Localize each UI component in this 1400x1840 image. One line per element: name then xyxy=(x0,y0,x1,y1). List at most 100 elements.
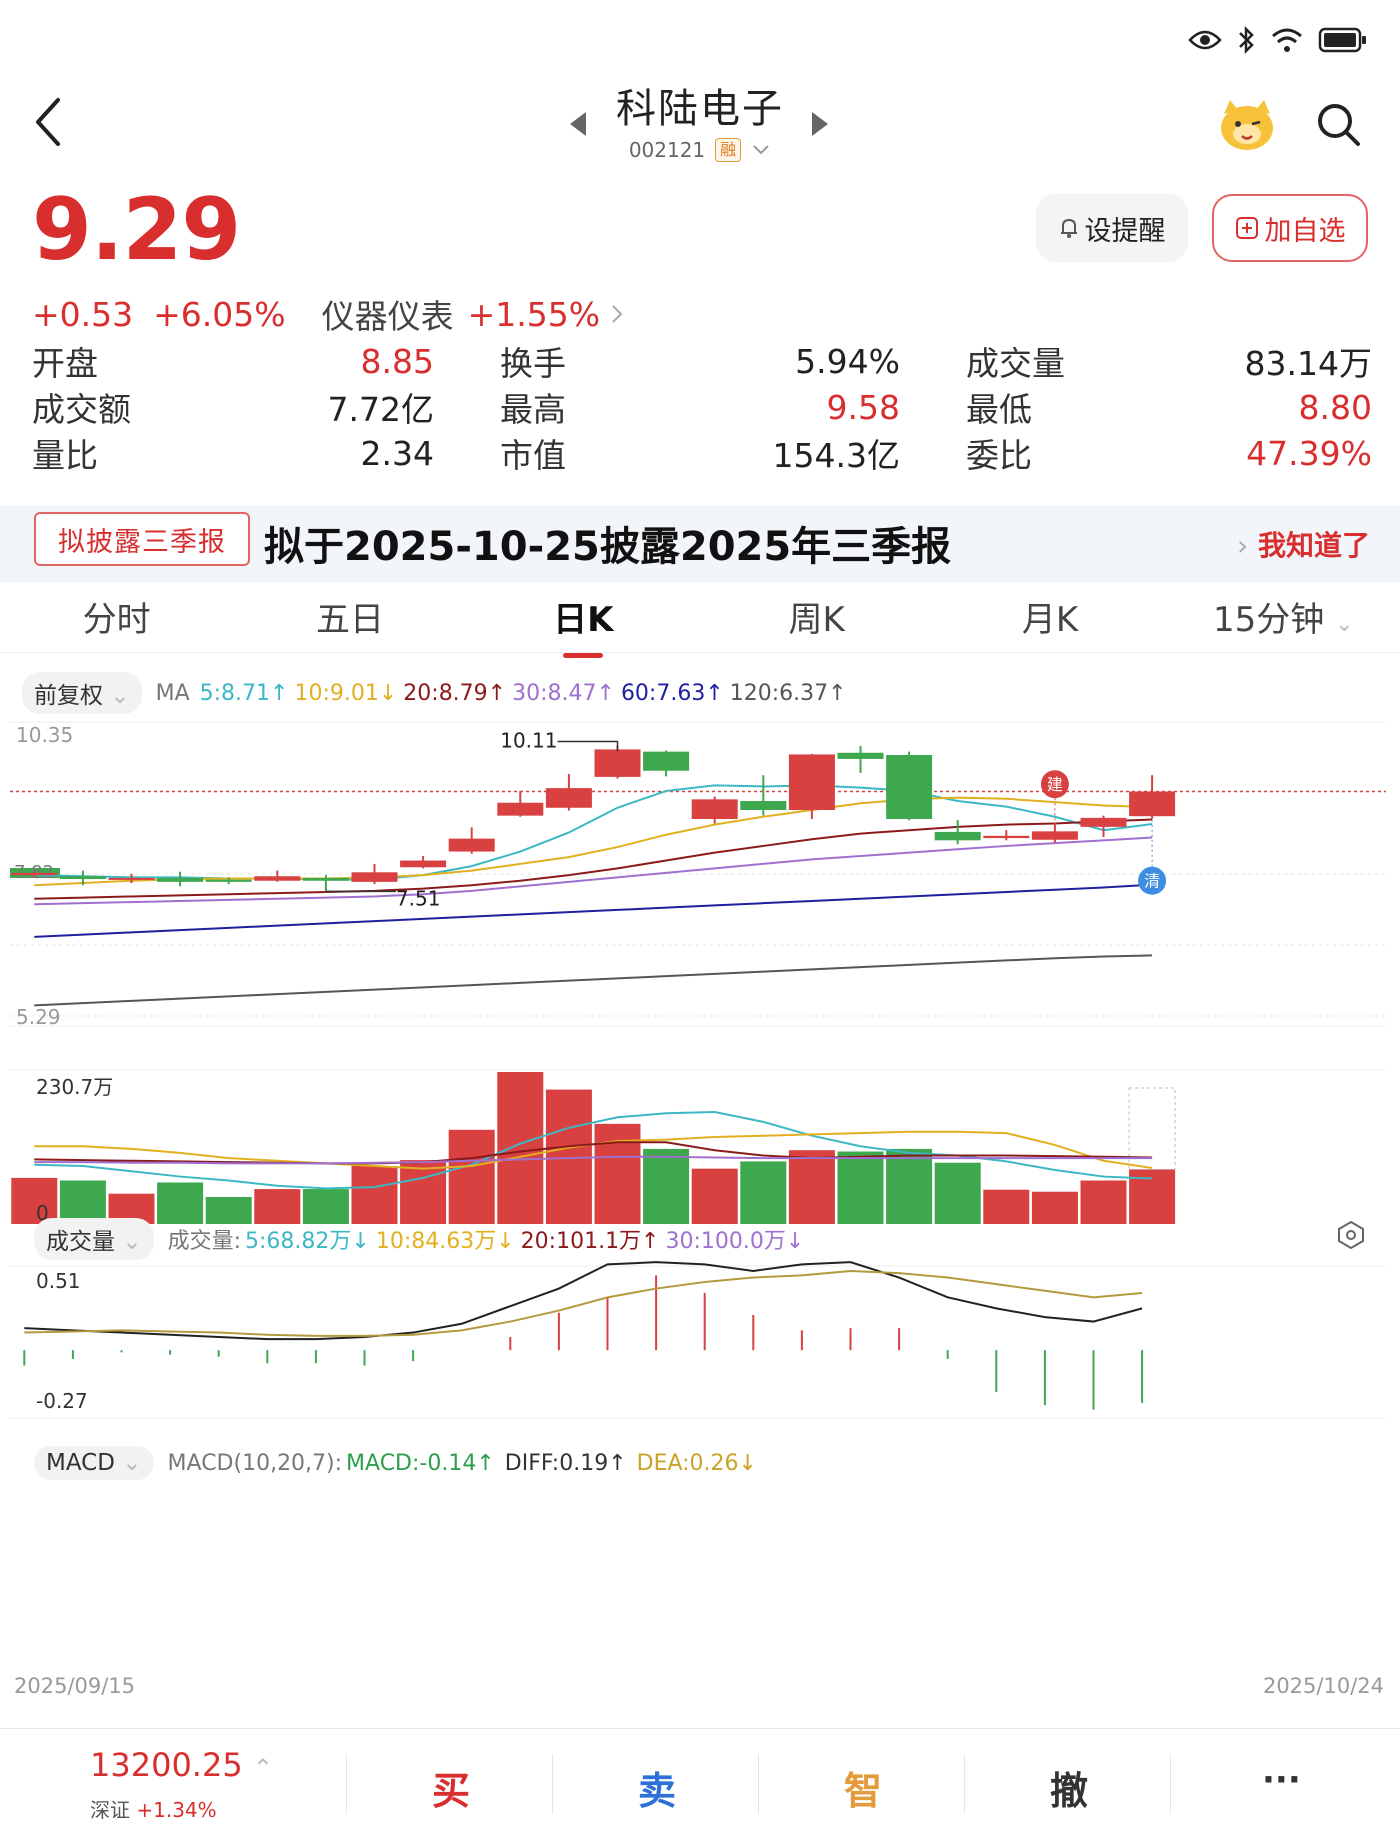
macd-selector-label: MACD xyxy=(46,1450,115,1476)
tab-daily-k[interactable]: 日K xyxy=(467,590,700,658)
set-alert-button[interactable]: 设提醒 xyxy=(1036,194,1188,262)
quote-value: 154.3亿 xyxy=(772,436,900,475)
chevron-down-icon: ⌄ xyxy=(110,683,130,709)
candle-body xyxy=(11,872,58,876)
wifi-icon xyxy=(1272,28,1302,52)
volume-legend-item-2: 20:101.1万↑ xyxy=(520,1229,660,1254)
volume-bar xyxy=(740,1161,787,1224)
smart-button[interactable]: 智 xyxy=(844,1769,883,1813)
quote-value: 8.80 xyxy=(1298,387,1372,427)
current-price: 9.29 xyxy=(32,180,241,280)
y-axis-top-label: 10.35 xyxy=(16,723,73,747)
adjust-selector[interactable]: 前复权 ⌄ xyxy=(22,672,142,714)
tab-monthly-k[interactable]: 月K xyxy=(1021,600,1079,640)
volume-bar xyxy=(983,1189,1030,1224)
volume-legend-item-1: 10:84.63万↓ xyxy=(375,1229,515,1254)
margin-badge: 融 xyxy=(715,138,742,162)
chevron-right-icon: › xyxy=(1237,529,1249,562)
ma-legend-item-4: 60:7.63↑ xyxy=(620,680,724,706)
candle-body xyxy=(740,801,787,811)
quote-row: 开盘 8.85 换手 5.94% 成交量 83.14万 xyxy=(32,338,1372,384)
chevron-down-icon[interactable] xyxy=(751,143,771,157)
tab-five-day[interactable]: 五日 xyxy=(315,600,384,640)
candle-body xyxy=(302,877,349,881)
volume-ma-ma5 xyxy=(34,1110,1153,1190)
volume-bar xyxy=(11,1177,58,1224)
notice-text[interactable]: 拟于2025-10-25披露2025年三季报 xyxy=(264,524,952,570)
price-change: +0.53 xyxy=(32,294,134,334)
prev-stock-icon[interactable] xyxy=(570,112,586,136)
volume-bar xyxy=(59,1180,106,1224)
volume-bar xyxy=(302,1189,349,1224)
quote-value: 7.72亿 xyxy=(327,390,434,429)
index-name: 深证 xyxy=(90,1798,130,1822)
quote-row: 量比 2.34 市值 154.3亿 委比 47.39% xyxy=(32,430,1372,476)
chevron-down-icon: ⌄ xyxy=(122,1450,142,1476)
volume-bar xyxy=(448,1129,495,1224)
add-watchlist-label: 加自选 xyxy=(1264,215,1346,247)
ma-legend-item-1: 10:9.01↓ xyxy=(294,680,398,706)
plus-square-icon xyxy=(1235,217,1258,239)
sector-name[interactable]: 仪器仪表 xyxy=(321,297,454,336)
quote-cell-volume: 成交量 83.14万 xyxy=(900,337,1372,385)
add-watchlist-button[interactable]: 加自选 xyxy=(1212,194,1368,262)
ma-line-ma60 xyxy=(34,883,1153,938)
chevron-right-icon[interactable] xyxy=(610,303,624,325)
divider xyxy=(346,1754,347,1814)
cancel-order-button[interactable]: 撤 xyxy=(1050,1769,1089,1813)
bottom-bar xyxy=(0,1728,1400,1840)
candle-body xyxy=(59,876,106,880)
candle-body xyxy=(108,877,155,880)
quote-label: 最低 xyxy=(966,390,1032,429)
divider xyxy=(758,1754,759,1814)
quote-label: 量比 xyxy=(32,436,98,475)
quote-cell-low: 最低 8.80 xyxy=(900,383,1372,431)
ma-line-ma5 xyxy=(34,784,1153,881)
candle-body xyxy=(448,838,495,852)
status-bar xyxy=(1188,18,1368,62)
candle-body xyxy=(254,876,301,881)
candle-body xyxy=(837,752,884,759)
volume-bar xyxy=(157,1182,204,1224)
volume-selector[interactable]: 成交量 ⌄ xyxy=(34,1218,154,1260)
tab-weekly-k[interactable]: 周K xyxy=(788,600,845,640)
tab-15min[interactable]: 15分钟 ⌄ xyxy=(1167,590,1400,650)
macd-layer: 0.51 -0.27 xyxy=(10,1261,1386,1419)
sector-change[interactable]: +1.55% xyxy=(467,294,601,334)
adjust-label: 前复权 xyxy=(34,683,103,709)
kline-legend: 前复权 ⌄ MA 5:8.71↑ 10:9.01↓ 20:8.79↑ 30:8.47↑… xyxy=(22,672,847,714)
macd-legend: MACD ⌄ MACD(10,20,7): MACD:-0.14↑ DIFF:0.… xyxy=(34,1446,757,1480)
macd-selector[interactable]: MACD ⌄ xyxy=(34,1446,154,1480)
volume-bar xyxy=(837,1151,884,1224)
volume-forecast-box xyxy=(1128,1087,1176,1170)
buy-button[interactable]: 买 xyxy=(432,1769,471,1813)
tab-intraday[interactable]: 分时 xyxy=(82,600,151,640)
macd-diff-line xyxy=(24,1261,1143,1341)
macd-legend-items: MACD:-0.14↑ DIFF:0.19↑ DEA:0.26↓ xyxy=(346,1451,757,1476)
index-value-text: 13200.25 xyxy=(90,1746,243,1784)
sell-button[interactable]: 卖 xyxy=(638,1769,677,1813)
candle-body xyxy=(934,831,981,841)
candle-body xyxy=(788,754,835,811)
tabs-divider xyxy=(0,652,1400,653)
search-icon[interactable] xyxy=(1314,100,1362,148)
dismiss-notice-button[interactable]: › 我知道了 xyxy=(1237,524,1370,564)
settings-hex-icon[interactable] xyxy=(1336,1220,1366,1250)
period-tabs: 分时 五日 日K 周K 月K 15分钟 ⌄ xyxy=(0,590,1400,658)
quote-label: 开盘 xyxy=(32,344,98,383)
volume-ma-ma30 xyxy=(34,1155,1153,1165)
chevron-down-icon: ⌄ xyxy=(1335,612,1354,637)
back-icon[interactable] xyxy=(28,92,72,152)
more-button[interactable]: ··· xyxy=(1262,1760,1301,1800)
index-value[interactable]: 13200.25 ⌃ xyxy=(90,1746,273,1784)
quote-cell-high: 最高 9.58 xyxy=(434,383,900,431)
eye-icon xyxy=(1188,30,1222,50)
set-alert-label: 设提醒 xyxy=(1084,215,1166,247)
next-stock-icon[interactable] xyxy=(812,112,828,136)
change-row: +0.53 +6.05% 仪器仪表 +1.55% xyxy=(32,290,624,338)
y-axis-bottom-label: 5.29 xyxy=(16,1005,61,1029)
quote-value: 47.39% xyxy=(1246,433,1372,473)
candle-body xyxy=(1129,791,1176,817)
ma-legend-item-0: 5:8.71↑ xyxy=(199,680,289,706)
mascot-icon[interactable] xyxy=(1218,96,1276,154)
